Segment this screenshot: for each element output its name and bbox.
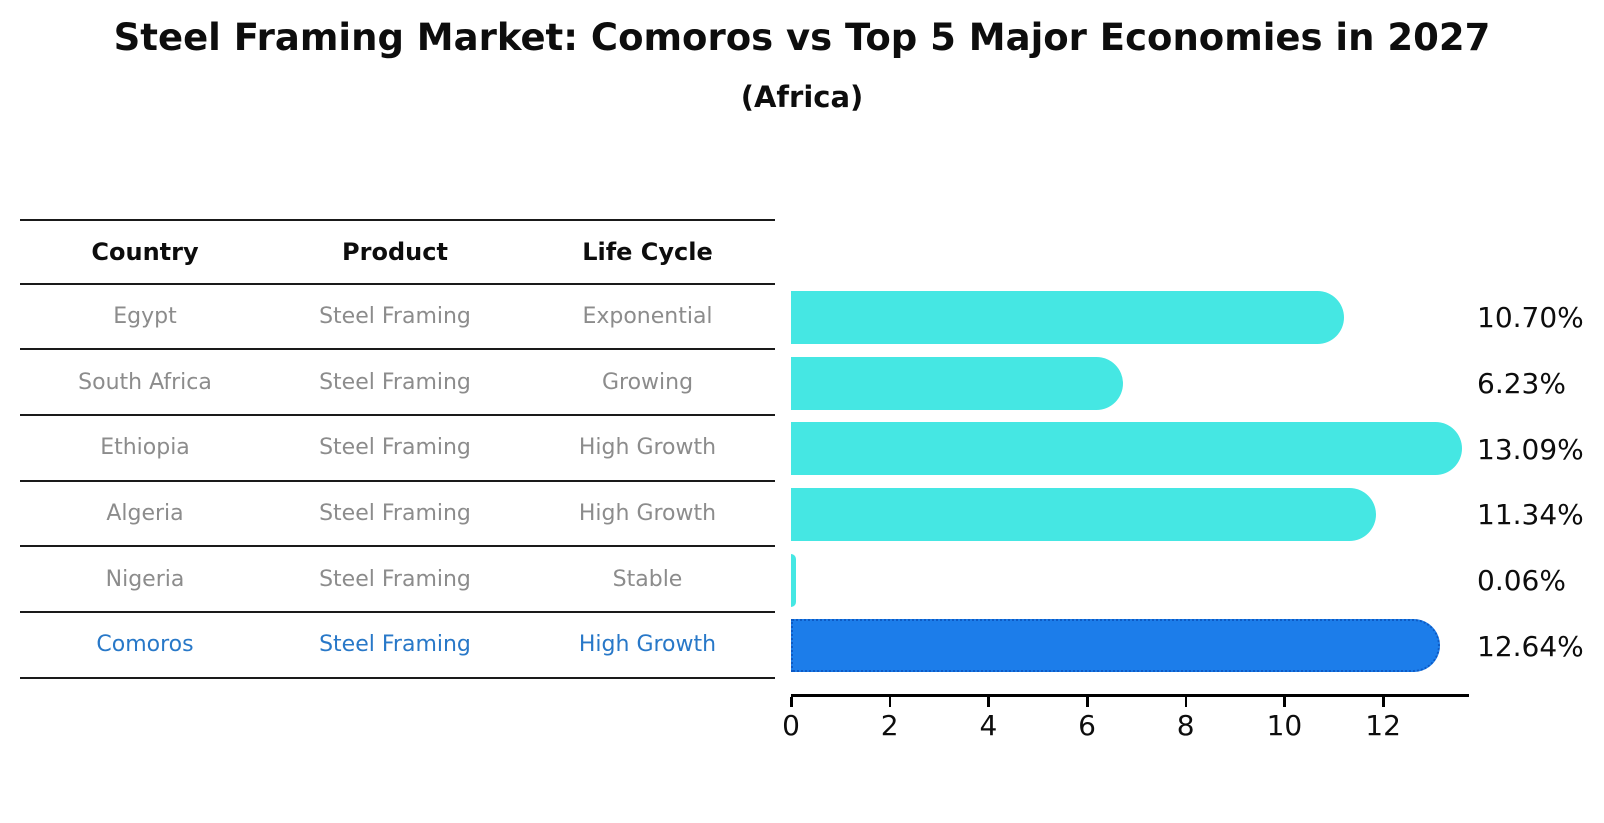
table-row-south-africa: South Africa Steel Framing Growing [20, 350, 775, 417]
x-tick-label-4: 4 [979, 709, 998, 742]
cell-country: Egypt [113, 304, 177, 330]
table-row-egypt: Egypt Steel Framing Exponential [20, 285, 775, 351]
x-tick-mark-4 [987, 697, 990, 707]
cell-life-cycle: High Growth [578, 501, 717, 527]
value-label-egypt: 10.70% [1477, 301, 1584, 335]
bar-row-ethiopia: 13.09% [791, 416, 1584, 482]
cell-product: Steel Framing [319, 632, 471, 658]
x-tick-label-12: 12 [1365, 709, 1401, 742]
bar-row-south-africa: 6.23% [791, 351, 1566, 417]
table-row-algeria: Algeria Steel Framing High Growth [20, 482, 775, 548]
chart-subtitle: (Africa) [740, 80, 864, 114]
cell-country: Ethiopia [100, 435, 190, 461]
value-label-south-africa: 6.23% [1477, 367, 1566, 401]
x-tick-mark-12 [1382, 697, 1385, 707]
value-label-comoros: 12.64% [1477, 629, 1584, 663]
bar-row-algeria: 11.34% [791, 482, 1584, 548]
bar-row-egypt: 10.70% [791, 285, 1584, 351]
bar-nigeria [791, 553, 796, 607]
table-header-row: Country Product Life Cycle [20, 219, 775, 285]
bar-algeria [791, 488, 1376, 542]
cell-product: Steel Framing [319, 566, 471, 592]
x-tick-label-10: 10 [1266, 709, 1303, 742]
table-row-comoros: Comoros Steel Framing High Growth [20, 613, 775, 679]
cell-country: Algeria [106, 501, 184, 527]
x-tick-mark-0 [790, 697, 793, 707]
column-header-country: Country [91, 237, 199, 266]
cell-country: Comoros [96, 632, 194, 658]
cell-life-cycle: Exponential [582, 304, 713, 330]
table-body: Egypt Steel Framing Exponential South Afric… [20, 285, 775, 679]
cell-country: Nigeria [105, 566, 185, 592]
column-header-life-cycle: Life Cycle [582, 237, 713, 266]
country-table: Country Product Life Cycle Egypt Steel Fr… [20, 219, 775, 679]
x-tick-mark-10 [1283, 697, 1286, 707]
cell-product: Steel Framing [319, 369, 471, 395]
cell-product: Steel Framing [319, 501, 471, 527]
x-tick-label-6: 6 [1078, 709, 1096, 742]
value-label-algeria: 11.34% [1477, 498, 1584, 532]
chart-title: Steel Framing Market: Comoros vs Top 5 M… [113, 16, 1491, 59]
cell-country: South Africa [78, 369, 212, 395]
value-label-ethiopia: 13.09% [1477, 432, 1584, 466]
bar-row-comoros: 12.64% [791, 613, 1584, 679]
x-tick-label-0: 0 [782, 709, 800, 742]
highlight-bar-comoros [791, 619, 1440, 673]
x-axis-line [791, 694, 1469, 697]
cell-life-cycle: High Growth [578, 632, 717, 658]
table-row-nigeria: Nigeria Steel Framing Stable [20, 547, 775, 614]
cell-life-cycle: High Growth [578, 435, 717, 461]
bar-plot-area: 10.70% 6.23% 13.09% 11.34% 0.06% 12.64% [791, 285, 1584, 679]
x-axis-ticks: 0 2 4 6 8 10 12 [782, 697, 1469, 757]
bar-ethiopia [791, 422, 1462, 476]
x-tick-mark-2 [888, 697, 892, 707]
x-tick-mark-6 [1086, 697, 1089, 707]
cell-life-cycle: Growing [601, 369, 694, 395]
table-row-ethiopia: Ethiopia Steel Framing High Growth [20, 416, 775, 482]
cell-product: Steel Framing [319, 435, 471, 461]
cell-product: Steel Framing [319, 304, 471, 330]
value-label-nigeria: 0.06% [1477, 564, 1566, 598]
column-header-product: Product [342, 237, 448, 266]
x-tick-label-2: 2 [880, 709, 899, 742]
bar-egypt [791, 291, 1344, 344]
bar-south-africa [791, 356, 1124, 410]
x-tick-label-8: 8 [1176, 709, 1195, 742]
x-tick-mark-8 [1184, 697, 1188, 707]
bar-row-nigeria: 0.06% [791, 548, 1566, 614]
cell-life-cycle: Stable [612, 566, 683, 592]
